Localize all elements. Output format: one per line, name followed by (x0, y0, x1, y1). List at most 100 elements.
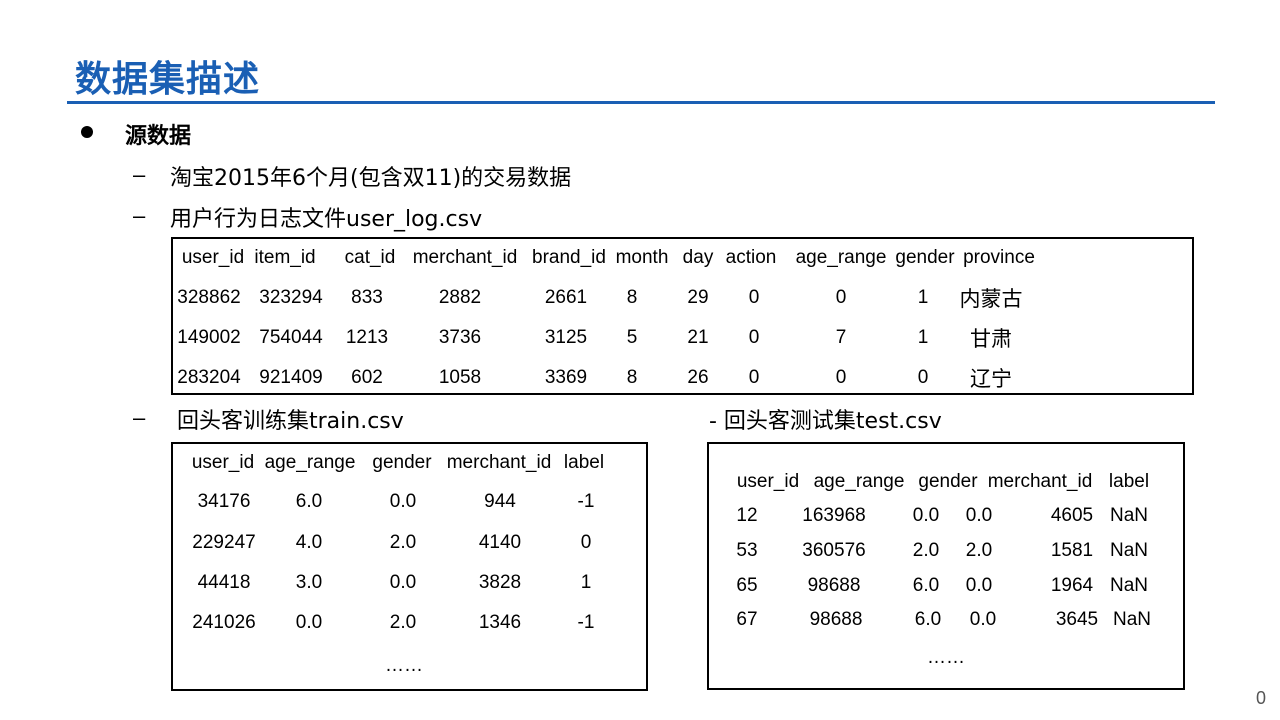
user-log-header-cell: month (615, 247, 669, 268)
train-header-cell: gender (372, 452, 432, 473)
test-cell: NaN (1109, 540, 1149, 561)
test-cell: 3645 (1055, 609, 1099, 630)
user-log-cell: 3736 (438, 327, 482, 348)
user-log-cell: 602 (351, 367, 383, 388)
train-cell: 0.0 (389, 572, 417, 593)
train-header-cell: label (563, 452, 605, 473)
test-cell: 163968 (802, 505, 866, 526)
train-cell: 1346 (478, 612, 522, 633)
train-cell: 3.0 (295, 572, 323, 593)
train-header-cell: merchant_id (446, 452, 552, 473)
train-cell: 0.0 (389, 491, 417, 512)
user-log-cell: 0 (748, 367, 760, 388)
user-log-cell: 1 (917, 327, 929, 348)
user-log-cell: 0 (917, 367, 929, 388)
test-cell: 53 (736, 540, 758, 561)
train-cell: -1 (577, 491, 595, 512)
user-log-header-cell: province (963, 247, 1035, 268)
test-cell: 2.0 (965, 540, 993, 561)
test-header-cell: user_id (736, 471, 800, 492)
user-log-header-cell: user_id (181, 247, 245, 268)
train-cell: 2.0 (389, 612, 417, 633)
title-divider (67, 101, 1215, 104)
test-cell: NaN (1112, 609, 1152, 630)
user-log-cell: 0 (835, 287, 847, 308)
test-cell: 0.0 (912, 505, 940, 526)
train-cell: 2.0 (389, 532, 417, 553)
train-header-cell: user_id (191, 452, 255, 473)
test-cell: 360576 (802, 540, 866, 561)
train-cell: 1 (580, 572, 592, 593)
dash-marker: – (133, 203, 146, 228)
user-log-cell: 2882 (438, 287, 482, 308)
user-log-cell: 328862 (177, 287, 241, 308)
user-log-cell: 21 (687, 327, 709, 348)
bullet-dot-icon (81, 126, 93, 138)
train-cell: 3828 (478, 572, 522, 593)
test-cell: 1581 (1050, 540, 1094, 561)
bullet-heading: 源数据 (125, 124, 192, 149)
test-ellipsis: …… (927, 647, 965, 668)
sub-item-test: - 回头客测试集test.csv (709, 409, 942, 434)
test-cell: 6.0 (912, 575, 940, 596)
test-cell: 4605 (1050, 505, 1094, 526)
test-cell: 0.0 (969, 609, 997, 630)
test-cell: 0.0 (965, 505, 993, 526)
user-log-cell: 0 (835, 367, 847, 388)
test-header-cell: gender (918, 471, 978, 492)
train-cell: 241026 (192, 612, 256, 633)
user-log-cell: 辽宁 (970, 367, 1012, 391)
user-log-cell: 8 (626, 367, 638, 388)
user-log-cell: 29 (687, 287, 709, 308)
test-cell: NaN (1109, 505, 1149, 526)
user-log-cell: 内蒙古 (959, 287, 1023, 311)
test-cell: 98688 (809, 609, 863, 630)
user-log-cell: 921409 (259, 367, 323, 388)
page-number: 0 (1255, 688, 1266, 708)
user-log-header-cell: item_id (254, 247, 316, 268)
user-log-cell: 2661 (544, 287, 588, 308)
user-log-cell: 833 (351, 287, 383, 308)
user-log-cell: 0 (748, 327, 760, 348)
train-ellipsis: …… (385, 655, 423, 676)
user-log-cell: 甘肃 (970, 327, 1012, 351)
train-cell: 4.0 (295, 532, 323, 553)
test-cell: 0.0 (965, 575, 993, 596)
user-log-header-cell: day (682, 247, 714, 268)
user-log-cell: 5 (626, 327, 638, 348)
test-cell: 65 (736, 575, 758, 596)
user-log-cell: 8 (626, 287, 638, 308)
train-cell: 944 (484, 491, 516, 512)
train-cell: 229247 (192, 532, 256, 553)
train-cell: 0 (580, 532, 592, 553)
user-log-cell: 3369 (544, 367, 588, 388)
test-cell: 12 (736, 505, 758, 526)
sub-item-train: 回头客训练集train.csv (177, 409, 404, 434)
test-table: user_id age_range gender merchant_id label 12… (707, 442, 1185, 690)
test-cell: 98688 (807, 575, 861, 596)
user-log-header-cell: action (725, 247, 777, 268)
user-log-cell: 1058 (438, 367, 482, 388)
train-header-cell: age_range (264, 452, 356, 473)
user-log-cell: 0 (748, 287, 760, 308)
test-cell: 2.0 (912, 540, 940, 561)
train-cell: 4140 (478, 532, 522, 553)
train-cell: 6.0 (295, 491, 323, 512)
test-header-cell: merchant_id (987, 471, 1093, 492)
test-cell: 67 (736, 609, 758, 630)
dash-marker: – (133, 405, 146, 430)
test-header-cell: age_range (813, 471, 905, 492)
user-log-cell: 1213 (345, 327, 389, 348)
test-header-cell: label (1108, 471, 1150, 492)
user-log-cell: 3125 (544, 327, 588, 348)
user-log-cell: 283204 (177, 367, 241, 388)
user-log-table: user_id item_id cat_id merchant_id brand_id m… (171, 237, 1194, 395)
sub-item-user-log: 用户行为日志文件user_log.csv (170, 207, 483, 232)
sub-item-source: 淘宝2015年6个月(包含双11)的交易数据 (170, 166, 572, 191)
test-cell: 1964 (1050, 575, 1094, 596)
train-cell: -1 (577, 612, 595, 633)
user-log-cell: 754044 (259, 327, 323, 348)
user-log-header-cell: brand_id (532, 247, 606, 268)
user-log-header-cell: cat_id (344, 247, 396, 268)
user-log-cell: 149002 (177, 327, 241, 348)
